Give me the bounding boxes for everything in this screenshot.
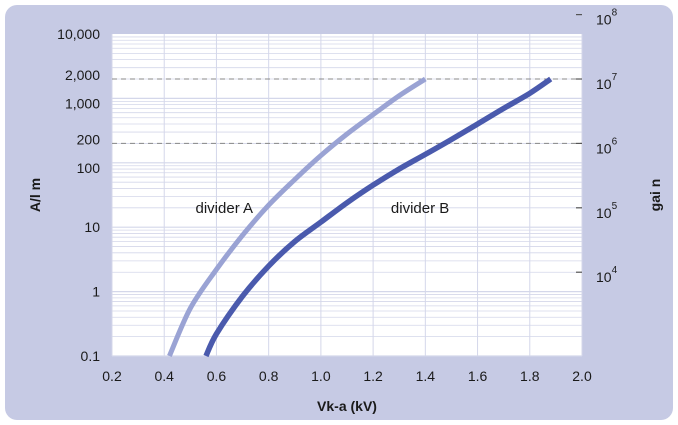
annotations: divider A divider B — [196, 200, 450, 217]
y2-tick-labels: 104 105 106 107 108 — [576, 8, 618, 285]
y2-tick-label: 104 — [596, 265, 618, 285]
x-tick-label: 1.8 — [520, 368, 540, 384]
x-tick-label: 2.0 — [572, 368, 592, 384]
x-tick-label: 0.4 — [154, 368, 174, 384]
y-tick-labels: 0.1 1 10 100 200 1,000 2,000 10,000 — [57, 26, 100, 364]
x-tick-labels: 0.2 0.4 0.6 0.8 1.0 1.2 1.4 1.6 1.8 2.0 — [102, 368, 592, 384]
y-tick-label: 1,000 — [65, 95, 100, 111]
x-tick-label: 0.6 — [207, 368, 227, 384]
series-line-divider-b — [203, 76, 553, 358]
y-tick-label: 200 — [77, 131, 101, 147]
y2-tick-label: 105 — [596, 201, 618, 221]
x-tick-label: 0.2 — [102, 368, 122, 384]
x-tick-label: 0.8 — [259, 368, 279, 384]
y-axis-title: A/l m — [27, 178, 43, 212]
y-tick-label: 0.1 — [81, 348, 101, 364]
y-tick-label: 1 — [92, 284, 100, 300]
series-annotation: divider A — [196, 200, 254, 217]
y-tick-label: 2,000 — [65, 67, 100, 83]
x-tick-label: 1.0 — [311, 368, 331, 384]
plot-area — [112, 34, 582, 356]
x-axis-title: Vk-a (kV) — [317, 398, 377, 414]
x-tick-label: 1.2 — [363, 368, 383, 384]
x-tick-label: 1.6 — [468, 368, 488, 384]
reference-lines — [112, 78, 582, 144]
y-tick-label: 100 — [77, 160, 101, 176]
series-annotation: divider B — [391, 200, 449, 217]
y-tick-label: 10,000 — [57, 26, 100, 42]
y2-axis-title: gai n — [647, 179, 663, 212]
grid — [111, 34, 583, 357]
x-tick-label: 1.4 — [416, 368, 436, 384]
y2-tick-label: 107 — [596, 72, 618, 92]
y2-tick-label: 106 — [596, 136, 618, 156]
series-line-divider-a — [167, 76, 427, 358]
y2-tick-label: 108 — [596, 8, 618, 28]
series-layer — [167, 76, 553, 358]
y-tick-label: 10 — [84, 219, 100, 235]
